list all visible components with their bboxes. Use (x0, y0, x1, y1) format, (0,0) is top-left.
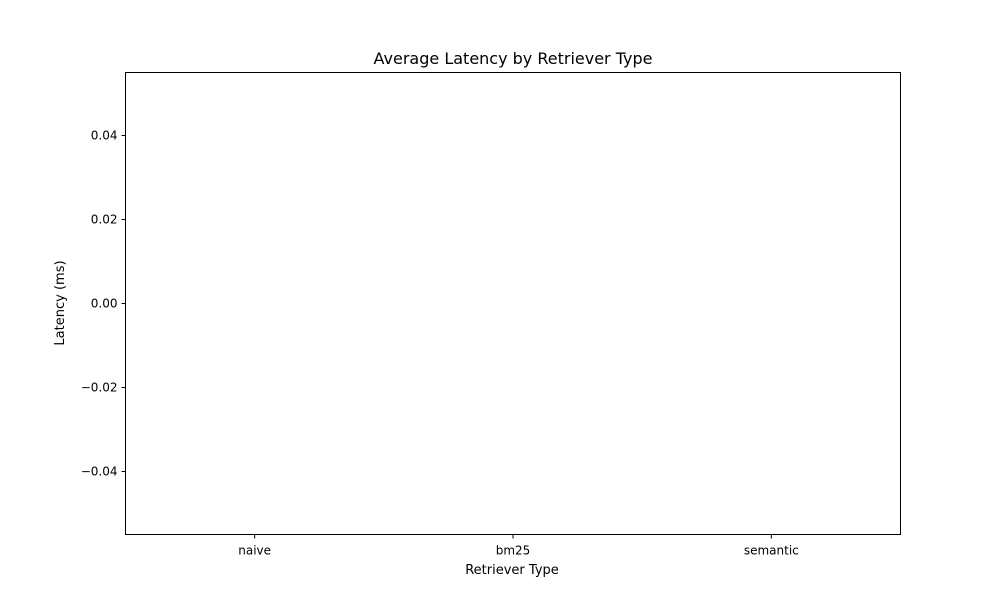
x-tick-label: bm25 (496, 544, 531, 558)
y-tick-label: 0.00 (91, 297, 118, 311)
x-tick-label: semantic (744, 544, 799, 558)
x-tick-label: naive (238, 544, 271, 558)
y-axis: −0.04 −0.02 0.00 0.02 0.04 (81, 129, 126, 479)
y-tick-label: 0.02 (91, 213, 118, 227)
y-tick-label: −0.02 (81, 381, 118, 395)
y-tick-label: 0.04 (91, 129, 118, 143)
x-axis-label: Retriever Type (465, 563, 559, 578)
y-axis-label: Latency (ms) (53, 260, 68, 345)
chart-title: Average Latency by Retriever Type (374, 49, 653, 68)
x-axis: naive bm25 semantic (238, 534, 799, 558)
y-tick-label: −0.04 (81, 465, 118, 479)
